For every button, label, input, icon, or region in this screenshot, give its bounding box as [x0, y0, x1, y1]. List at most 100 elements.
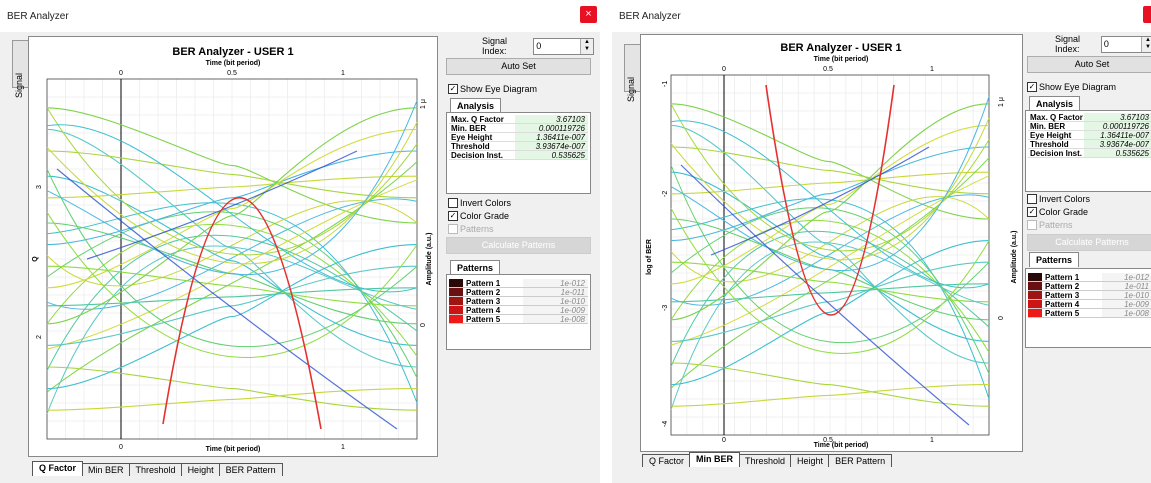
y-right-tick: 0	[998, 316, 1005, 320]
pattern-row[interactable]: Pattern 2 1e-011	[1028, 282, 1151, 291]
calculate-patterns-button[interactable]: Calculate Patterns	[446, 237, 591, 254]
pattern-row[interactable]: Pattern 3 1e-010	[1028, 291, 1151, 300]
eye-trace	[46, 244, 418, 390]
tab-height[interactable]: Height	[180, 463, 221, 476]
x-tick-top: 0	[119, 70, 123, 77]
y-right-tick: 1 μ	[998, 97, 1005, 107]
spin-up-icon[interactable]: ▲	[1145, 36, 1151, 43]
auto-set-button[interactable]: Auto Set	[446, 58, 591, 75]
check-icon[interactable]: ✓	[448, 84, 458, 94]
analysis-row: Decision Inst. 0.535625	[449, 151, 588, 160]
pattern-row[interactable]: Pattern 4 1e-009	[1028, 300, 1151, 309]
eye-trace	[46, 211, 418, 358]
check-icon[interactable]: ✓	[448, 211, 458, 221]
analysis-key: Max. Q Factor	[451, 115, 504, 124]
pattern-row[interactable]: Pattern 2 1e-011	[449, 288, 588, 297]
color-grade-checkbox[interactable]: ✓ Color Grade	[448, 211, 510, 221]
eye-trace	[670, 146, 990, 242]
y-left-tick: -1	[662, 81, 669, 87]
auto-set-button[interactable]: Auto Set	[1027, 56, 1151, 73]
analysis-row: Eye Height 1.36411e-007	[449, 133, 588, 142]
analysis-value: 0.000119726	[1084, 122, 1151, 131]
chart-canvas: BER Analyzer - USER 1 Time (bit period) …	[646, 42, 1018, 449]
analysis-key: Min. BER	[451, 124, 487, 133]
x-tick-bottom: 0	[722, 437, 726, 444]
pattern-color-swatch	[449, 306, 463, 314]
pattern-row[interactable]: Pattern 5 1e-008	[1028, 309, 1151, 318]
signal-side-tab[interactable]: Signal	[12, 40, 28, 98]
spin-up-icon[interactable]: ▲	[584, 38, 590, 45]
x-tick-bottom: 0	[119, 444, 123, 451]
x-tick-bottom: 0.5	[823, 437, 833, 444]
invert-colors-checkbox[interactable]: Invert Colors	[1027, 194, 1090, 204]
patterns-checkbox[interactable]: Patterns	[448, 224, 494, 234]
pattern-row[interactable]: Pattern 1 1e-012	[449, 279, 588, 288]
eye-trace	[46, 168, 418, 348]
color-grade-checkbox[interactable]: ✓ Color Grade	[1027, 207, 1089, 217]
analysis-tab[interactable]: Analysis	[1029, 96, 1081, 111]
tab-min-ber[interactable]: Min BER	[689, 452, 741, 467]
signal-index-spinner[interactable]: 0 ▲ ▼	[533, 37, 594, 55]
tab-min-ber[interactable]: Min BER	[81, 463, 131, 476]
tab-ber-pattern[interactable]: BER Pattern	[218, 463, 283, 476]
metric-curve	[765, 84, 895, 316]
pattern-color-swatch	[449, 288, 463, 296]
pattern-row[interactable]: Pattern 3 1e-010	[449, 297, 588, 306]
eye-trace	[670, 261, 990, 342]
close-button[interactable]: ×	[580, 6, 597, 23]
pattern-row[interactable]: Pattern 4 1e-009	[449, 306, 588, 315]
patterns-checkbox[interactable]: Patterns	[1027, 220, 1073, 230]
spin-down-icon[interactable]: ▼	[1145, 43, 1151, 50]
tab-threshold[interactable]: Threshold	[128, 463, 183, 476]
tab-threshold[interactable]: Threshold	[738, 454, 793, 467]
calculate-patterns-button[interactable]: Calculate Patterns	[1027, 234, 1151, 251]
signal-index-label: Signal Index:	[482, 36, 508, 56]
analysis-value: 0.535625	[1084, 149, 1151, 158]
eye-trace	[670, 283, 990, 303]
eye-trace	[46, 245, 418, 414]
x-tick-top: 0.5	[823, 66, 833, 73]
eye-trace	[670, 103, 990, 252]
show-eye-diagram-checkbox[interactable]: ✓ Show Eye Diagram	[448, 84, 538, 94]
analysis-key: Threshold	[1030, 140, 1069, 149]
analysis-row: Threshold 3.93674e-007	[1028, 140, 1151, 149]
eye-trace	[46, 121, 418, 265]
check-icon[interactable]: ✓	[1027, 207, 1037, 217]
eye-trace	[670, 240, 990, 386]
signal-index-value[interactable]: 0	[536, 40, 542, 51]
eye-trace	[46, 202, 418, 404]
pattern-color-swatch	[1028, 273, 1042, 281]
patterns-tab[interactable]: Patterns	[1029, 252, 1080, 267]
pattern-row[interactable]: Pattern 1 1e-012	[1028, 273, 1151, 282]
invert-colors-checkbox[interactable]: Invert Colors	[448, 198, 511, 208]
y-right-tick: 0	[420, 323, 427, 327]
y-axis-label-left: Q	[32, 256, 39, 262]
analysis-key: Decision Inst.	[451, 151, 504, 160]
analysis-row: Max. Q Factor 3.67103	[1028, 113, 1151, 122]
patterns-tab[interactable]: Patterns	[450, 260, 501, 275]
patterns-table: Pattern 1 1e-012 Pattern 2 1e-011 Pattern 3 1…	[1025, 268, 1151, 348]
x-axis-title-bottom: Time (bit period)	[814, 442, 869, 449]
pattern-row[interactable]: Pattern 5 1e-008	[449, 315, 588, 324]
check-icon[interactable]: ✓	[1027, 82, 1037, 92]
pattern-value: 1e-009	[523, 306, 588, 315]
tab-height[interactable]: Height	[790, 454, 831, 467]
eye-trace	[46, 107, 418, 224]
tab-q-factor[interactable]: Q Factor	[642, 454, 692, 467]
pattern-value: 1e-008	[1102, 309, 1151, 318]
show-eye-diagram-checkbox[interactable]: ✓ Show Eye Diagram	[1027, 82, 1117, 92]
signal-index-spinner[interactable]: 0 ▲ ▼	[1100, 35, 1151, 53]
analysis-key: Eye Height	[1030, 131, 1072, 140]
signal-index-value[interactable]: 0	[1103, 38, 1109, 49]
pattern-color-swatch	[449, 297, 463, 305]
tab-q-factor[interactable]: Q Factor	[32, 461, 84, 476]
analysis-row: Threshold 3.93674e-007	[449, 142, 588, 151]
chart-canvas: BER Analyzer - USER 1 Time (bit period) …	[32, 46, 433, 453]
tab-ber-pattern[interactable]: BER Pattern	[828, 454, 893, 467]
spin-down-icon[interactable]: ▼	[584, 45, 590, 52]
analysis-tab[interactable]: Analysis	[450, 98, 502, 113]
plot-frame	[46, 78, 418, 440]
signal-side-tab[interactable]: Signal	[624, 44, 640, 102]
close-button[interactable]	[1143, 6, 1151, 23]
pattern-value: 1e-010	[523, 297, 588, 306]
